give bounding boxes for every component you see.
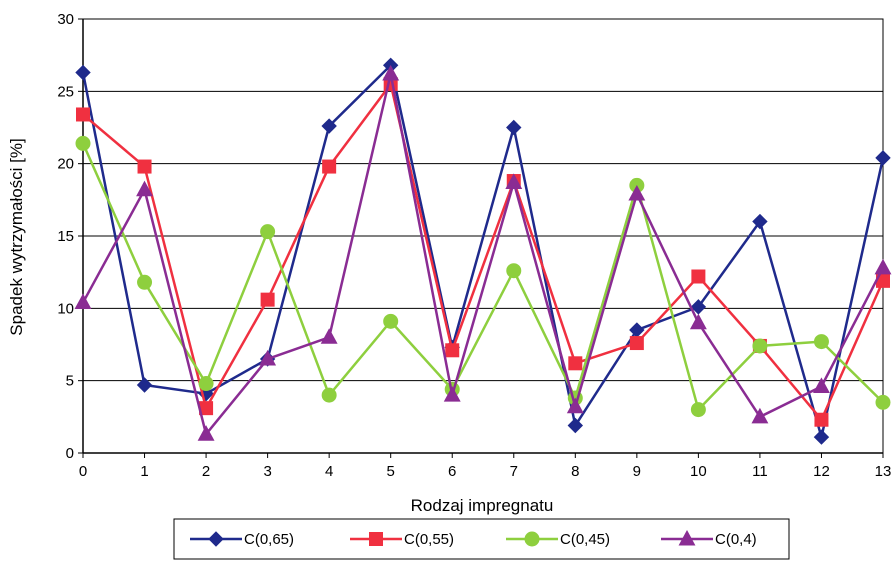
y-tick-labels: 0 5 10 15 20 25 30	[57, 11, 83, 462]
legend-label: C(0,4)	[715, 531, 757, 548]
legend: C(0,65) C(0,55) C(0,45) C(0,4)	[173, 518, 790, 560]
series-C(0,4)	[74, 64, 892, 441]
legend-marker	[369, 532, 383, 546]
data-point	[137, 159, 152, 174]
data-point	[813, 377, 830, 393]
legend-label: C(0,55)	[404, 531, 454, 548]
data-point	[629, 336, 644, 351]
data-point	[813, 429, 830, 445]
data-point	[259, 349, 277, 366]
series-C(0,45)	[75, 135, 891, 418]
y-tick-label: 15	[57, 228, 74, 245]
data-point	[443, 386, 461, 402]
data-point	[568, 356, 583, 371]
x-tick-label: 0	[79, 463, 87, 480]
data-point	[75, 64, 91, 81]
data-point	[382, 64, 400, 81]
x-tick-label: 1	[140, 463, 148, 480]
data-point	[874, 258, 892, 275]
x-tick-label: 11	[752, 463, 768, 480]
x-tick-label: 2	[202, 463, 210, 480]
x-tick-label: 12	[813, 463, 830, 480]
data-point	[260, 224, 276, 240]
gridlines	[83, 18, 883, 382]
y-tick-label: 20	[57, 156, 74, 173]
series-line	[81, 72, 885, 436]
data-point	[445, 343, 460, 358]
legend-marker	[524, 531, 540, 547]
data-point	[321, 118, 337, 134]
x-tick-label: 9	[633, 463, 641, 480]
data-point	[628, 184, 646, 201]
data-point	[197, 425, 215, 441]
data-point	[76, 107, 90, 122]
x-axis-label: Rodzaj impregnatu	[411, 496, 554, 515]
legend-marker	[678, 529, 696, 546]
x-tick-label: 10	[690, 463, 707, 480]
series-group	[74, 57, 892, 445]
series-line	[81, 142, 884, 411]
data-point	[629, 322, 645, 338]
data-point	[751, 407, 769, 424]
x-tick-label: 7	[510, 463, 518, 480]
series-C(0,65)	[75, 57, 891, 445]
y-tick-label: 5	[66, 373, 74, 390]
data-point	[260, 292, 275, 307]
y-axis-label: Spadek wytrzymałości [%]	[7, 138, 26, 335]
data-point	[321, 387, 337, 403]
legend-marker	[208, 531, 224, 547]
data-point	[506, 263, 522, 279]
data-point	[383, 313, 399, 329]
x-tick-label: 3	[263, 463, 271, 480]
x-tick-label: 13	[875, 463, 892, 480]
data-point	[752, 338, 768, 354]
data-point	[813, 334, 829, 350]
data-point	[74, 293, 92, 310]
x-tick-labels: 0 1 2 3 4 5 6 7 8 9 10 11 12 13	[79, 453, 892, 480]
series-line	[82, 82, 885, 421]
data-point	[136, 377, 153, 393]
data-point	[567, 417, 584, 434]
data-point	[320, 328, 338, 344]
data-point	[814, 412, 829, 427]
data-point	[506, 119, 522, 136]
data-point	[875, 394, 891, 410]
data-point	[137, 274, 153, 290]
data-point	[690, 402, 706, 418]
data-point	[566, 397, 584, 414]
data-point	[875, 150, 891, 166]
data-point	[689, 313, 707, 330]
legend-item: C(0,65)	[190, 531, 294, 548]
y-tick-label: 30	[57, 11, 74, 28]
data-point	[691, 269, 706, 284]
data-point	[752, 213, 768, 230]
y-tick-label: 25	[57, 83, 74, 100]
legend-label: C(0,65)	[244, 531, 294, 548]
x-tick-label: 8	[571, 463, 579, 480]
data-point	[198, 376, 214, 392]
data-point	[322, 159, 337, 174]
y-tick-label: 10	[57, 300, 74, 317]
legend-item: C(0,55)	[350, 531, 454, 548]
y-tick-label: 0	[66, 445, 74, 462]
x-tick-label: 6	[448, 463, 456, 480]
data-point	[75, 135, 91, 151]
legend-item: C(0,45)	[506, 531, 610, 548]
data-point	[136, 180, 153, 197]
data-point	[505, 173, 523, 189]
legend-label: C(0,45)	[560, 531, 610, 548]
x-tick-label: 4	[325, 463, 333, 480]
legend-item: C(0,4)	[661, 529, 757, 548]
x-tick-label: 5	[387, 463, 395, 480]
